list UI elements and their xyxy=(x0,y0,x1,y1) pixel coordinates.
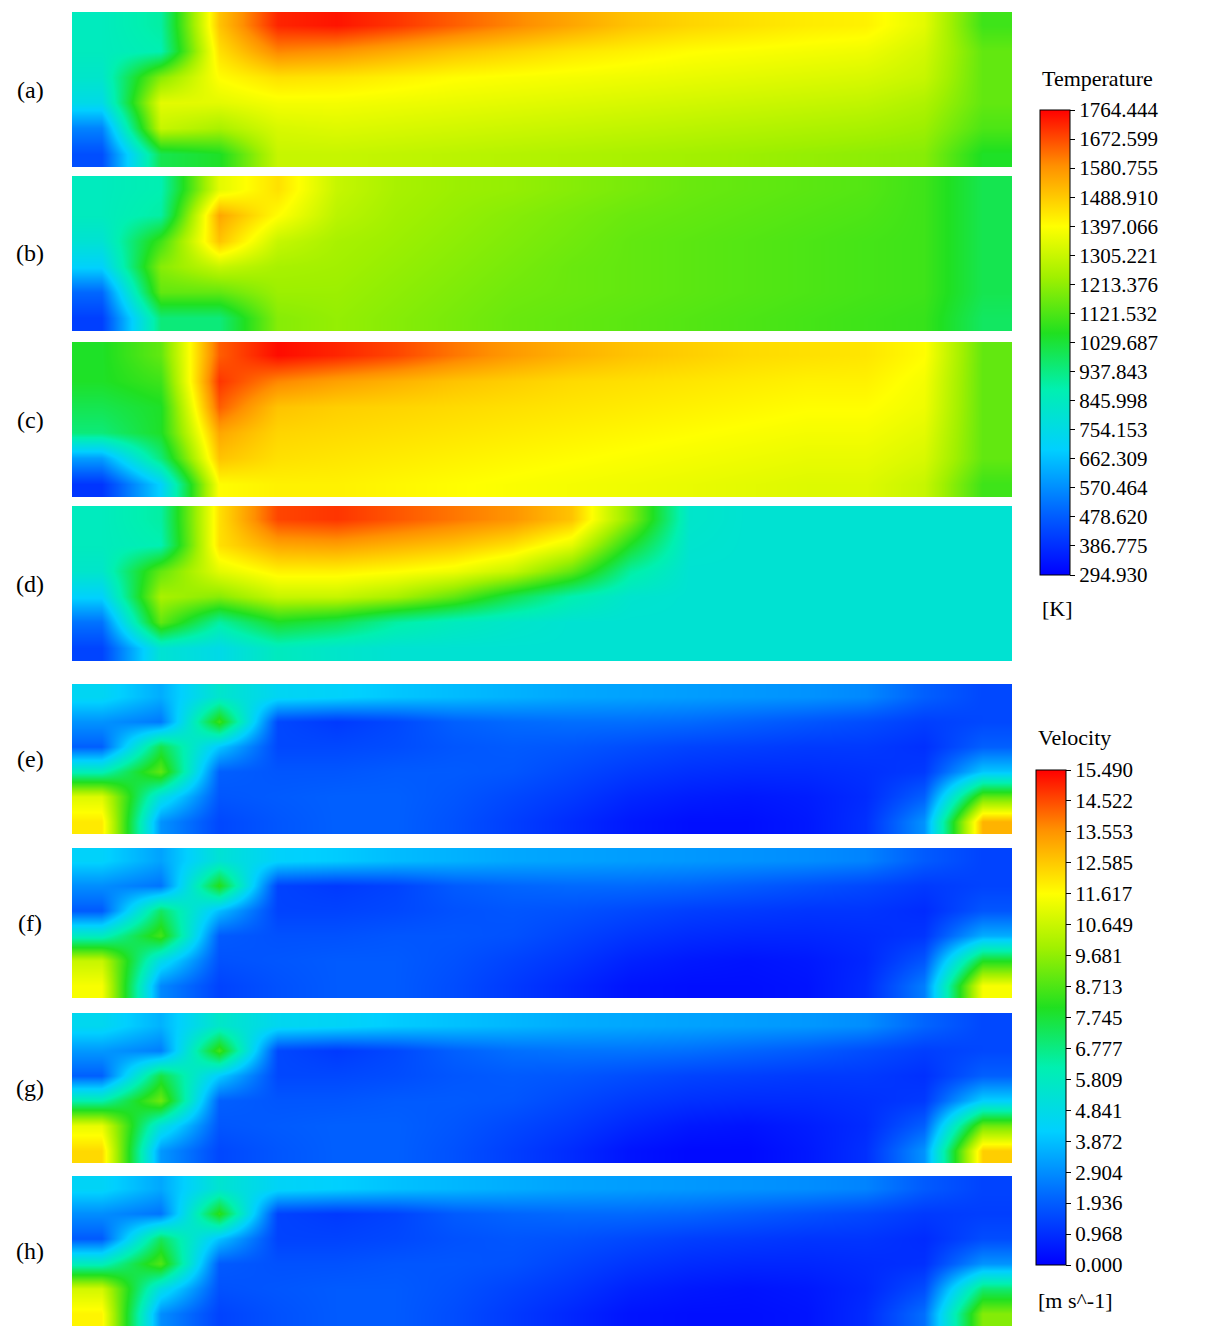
svg-text:1580.755: 1580.755 xyxy=(1079,156,1158,180)
svg-text:1305.221: 1305.221 xyxy=(1079,244,1158,268)
svg-text:(b): (b) xyxy=(16,240,44,266)
svg-text:1.936: 1.936 xyxy=(1075,1191,1122,1215)
svg-text:1764.444: 1764.444 xyxy=(1079,98,1158,122)
svg-text:845.998: 845.998 xyxy=(1079,389,1147,413)
svg-text:12.585: 12.585 xyxy=(1075,851,1133,875)
svg-text:294.930: 294.930 xyxy=(1079,563,1147,587)
svg-text:7.745: 7.745 xyxy=(1075,1006,1122,1030)
svg-text:2.904: 2.904 xyxy=(1075,1161,1123,1185)
svg-text:1213.376: 1213.376 xyxy=(1079,273,1158,297)
svg-text:662.309: 662.309 xyxy=(1079,447,1147,471)
svg-text:(a): (a) xyxy=(17,77,44,103)
svg-text:[K]: [K] xyxy=(1042,596,1073,621)
svg-text:0.000: 0.000 xyxy=(1075,1253,1122,1277)
svg-text:386.775: 386.775 xyxy=(1079,534,1147,558)
svg-text:570.464: 570.464 xyxy=(1079,476,1148,500)
svg-text:(f): (f) xyxy=(18,910,42,936)
svg-text:1121.532: 1121.532 xyxy=(1079,302,1157,326)
svg-text:1397.066: 1397.066 xyxy=(1079,215,1158,239)
svg-text:1488.910: 1488.910 xyxy=(1079,186,1158,210)
svg-text:1029.687: 1029.687 xyxy=(1079,331,1158,355)
svg-text:(h): (h) xyxy=(16,1238,44,1264)
svg-text:6.777: 6.777 xyxy=(1075,1037,1122,1061)
svg-text:4.841: 4.841 xyxy=(1075,1099,1122,1123)
svg-text:10.649: 10.649 xyxy=(1075,913,1133,937)
svg-text:754.153: 754.153 xyxy=(1079,418,1147,442)
svg-text:1672.599: 1672.599 xyxy=(1079,127,1158,151)
svg-text:(e): (e) xyxy=(17,746,44,772)
svg-text:11.617: 11.617 xyxy=(1075,882,1132,906)
svg-text:937.843: 937.843 xyxy=(1079,360,1147,384)
svg-text:[m s^-1]: [m s^-1] xyxy=(1038,1288,1112,1313)
svg-text:(d): (d) xyxy=(16,571,44,597)
svg-text:14.522: 14.522 xyxy=(1075,789,1133,813)
svg-text:13.553: 13.553 xyxy=(1075,820,1133,844)
svg-text:15.490: 15.490 xyxy=(1075,758,1133,782)
svg-text:0.968: 0.968 xyxy=(1075,1222,1122,1246)
svg-text:478.620: 478.620 xyxy=(1079,505,1147,529)
svg-text:(g): (g) xyxy=(16,1075,44,1101)
svg-text:3.872: 3.872 xyxy=(1075,1130,1122,1154)
svg-text:9.681: 9.681 xyxy=(1075,944,1122,968)
svg-text:5.809: 5.809 xyxy=(1075,1068,1122,1092)
svg-text:8.713: 8.713 xyxy=(1075,975,1122,999)
svg-text:Temperature: Temperature xyxy=(1042,66,1153,91)
svg-text:(c): (c) xyxy=(17,407,44,433)
svg-text:Velocity: Velocity xyxy=(1038,725,1111,750)
